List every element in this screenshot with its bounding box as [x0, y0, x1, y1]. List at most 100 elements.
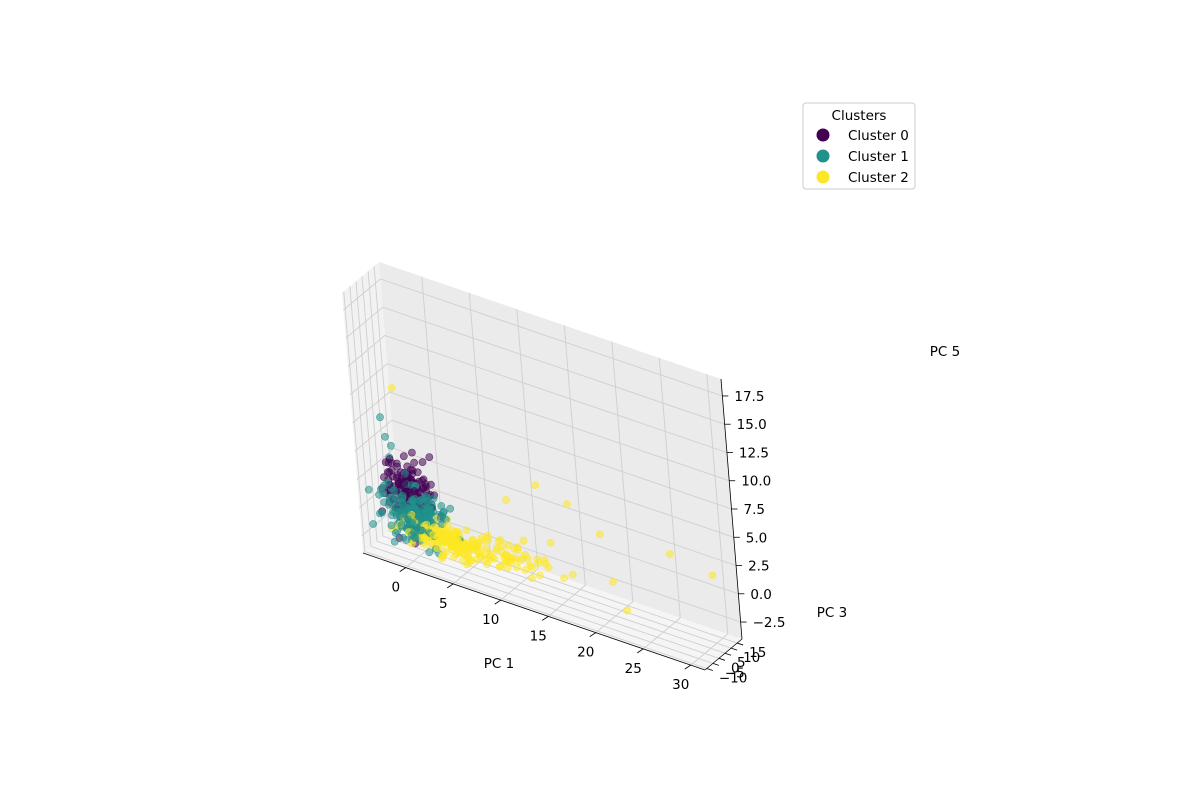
x-tick-label: 15 [530, 628, 547, 644]
data-point-cluster-2 [513, 546, 522, 555]
data-point-cluster-1 [376, 509, 384, 518]
x-axis-line [362, 552, 706, 671]
data-point-cluster-0 [400, 479, 409, 488]
data-point-cluster-2 [387, 384, 396, 392]
legend-items: Cluster 0 Cluster 1 Cluster 2 [816, 128, 909, 186]
data-point-cluster-2 [482, 548, 491, 557]
data-point-cluster-2 [528, 574, 536, 582]
z-tick-label: 17.5 [734, 389, 764, 405]
y-tick-label: 10 [743, 650, 760, 666]
data-point-cluster-2 [496, 562, 505, 571]
y-tick [730, 647, 738, 651]
y-axis-line [704, 638, 743, 671]
y-tick [706, 668, 713, 671]
x-tick-label: 5 [439, 596, 448, 612]
grid-line-y [367, 271, 732, 649]
data-point-cluster-0 [419, 475, 428, 484]
x-tick-label: 30 [672, 677, 689, 693]
y-tick-label: 0 [731, 660, 740, 676]
y-tick-label: −10 [719, 670, 748, 686]
data-point-cluster-2 [439, 537, 448, 546]
data-point-cluster-2 [536, 571, 544, 579]
data-point-cluster-2 [447, 531, 456, 540]
data-point-cluster-1 [425, 504, 434, 513]
z-tick-label: 10.0 [741, 474, 771, 490]
data-point-cluster-2 [513, 563, 521, 572]
data-point-cluster-2 [546, 539, 555, 547]
grid-line-x [548, 325, 586, 617]
z-tick-label: −2.5 [753, 615, 786, 631]
data-point-cluster-1 [411, 531, 419, 539]
x-tick [399, 567, 406, 572]
data-point-cluster-0 [418, 458, 427, 466]
data-point-cluster-2 [422, 520, 431, 529]
grid-line-x [690, 374, 729, 666]
legend-label-2: Cluster 2 [848, 170, 909, 186]
data-point-cluster-2 [531, 481, 540, 489]
data-point-cluster-2 [449, 538, 457, 546]
data-point-cluster-2 [429, 530, 438, 539]
data-point-cluster-2 [464, 552, 473, 561]
grid-line-y [343, 291, 707, 669]
data-point-cluster-1 [376, 413, 384, 422]
data-point-cluster-1 [421, 492, 430, 501]
legend-title: Clusters [832, 108, 887, 124]
x-tick-label: 25 [625, 661, 642, 677]
x-tick [447, 583, 454, 589]
x-tick [684, 664, 691, 670]
data-point-cluster-2 [438, 552, 447, 561]
y-tick [712, 663, 720, 666]
data-point-cluster-1 [387, 521, 396, 530]
z-tick-label: 5.0 [746, 530, 767, 546]
data-point-cluster-1 [391, 529, 400, 537]
data-point-cluster-1 [391, 507, 400, 516]
data-point-cluster-0 [407, 448, 416, 457]
x-axis-title: PC 1 [484, 656, 514, 672]
data-point-cluster-1 [397, 521, 406, 529]
floor-pane [363, 522, 742, 670]
data-point-cluster-1 [390, 537, 399, 546]
data-point-cluster-2 [521, 566, 530, 574]
data-point-cluster-0 [425, 453, 434, 461]
grid-line-z [356, 447, 737, 566]
data-point-cluster-2 [476, 549, 484, 558]
z-tick-label: 2.5 [748, 559, 769, 575]
data-point-cluster-2 [541, 559, 550, 568]
x-tick [494, 599, 501, 605]
data-point-cluster-0 [383, 468, 392, 476]
data-point-cluster-2 [492, 546, 501, 555]
x-tick [637, 648, 644, 654]
grid-line-x [595, 341, 634, 633]
y-tick [737, 642, 744, 646]
data-point-cluster-0 [410, 458, 418, 467]
x-tick-label: 0 [391, 580, 400, 596]
data-point-cluster-0 [385, 455, 394, 463]
legend-marker-1 [816, 149, 830, 163]
data-point-cluster-1 [403, 520, 412, 528]
data-point-cluster-2 [443, 521, 452, 530]
data-point-cluster-2 [494, 537, 503, 546]
grid-line-z [345, 306, 725, 425]
grid-line-y [355, 281, 720, 659]
data-point-cluster-2 [563, 500, 571, 508]
data-point-cluster-1 [364, 485, 373, 494]
data-point-cluster-2 [595, 530, 604, 539]
data-point-cluster-2 [609, 578, 617, 586]
z-tick-label: 12.5 [739, 445, 769, 461]
y-tick-label: 15 [749, 645, 766, 661]
y-tick-label: −5 [725, 665, 745, 681]
data-point-cluster-1 [436, 514, 445, 523]
data-point-cluster-2 [468, 535, 477, 544]
grid-line-x [643, 357, 681, 650]
data-point-cluster-1 [380, 481, 388, 490]
data-point-cluster-2 [485, 555, 494, 564]
x-tick-label: 20 [577, 645, 594, 661]
z-tick-label: 7.5 [744, 502, 765, 518]
x-tick [542, 616, 549, 621]
y-axis-title: PC 3 [817, 605, 847, 621]
data-point-cluster-2 [519, 536, 528, 545]
data-point-cluster-2 [422, 540, 430, 549]
legend-marker-0 [816, 128, 830, 142]
legend-frame [802, 102, 916, 190]
